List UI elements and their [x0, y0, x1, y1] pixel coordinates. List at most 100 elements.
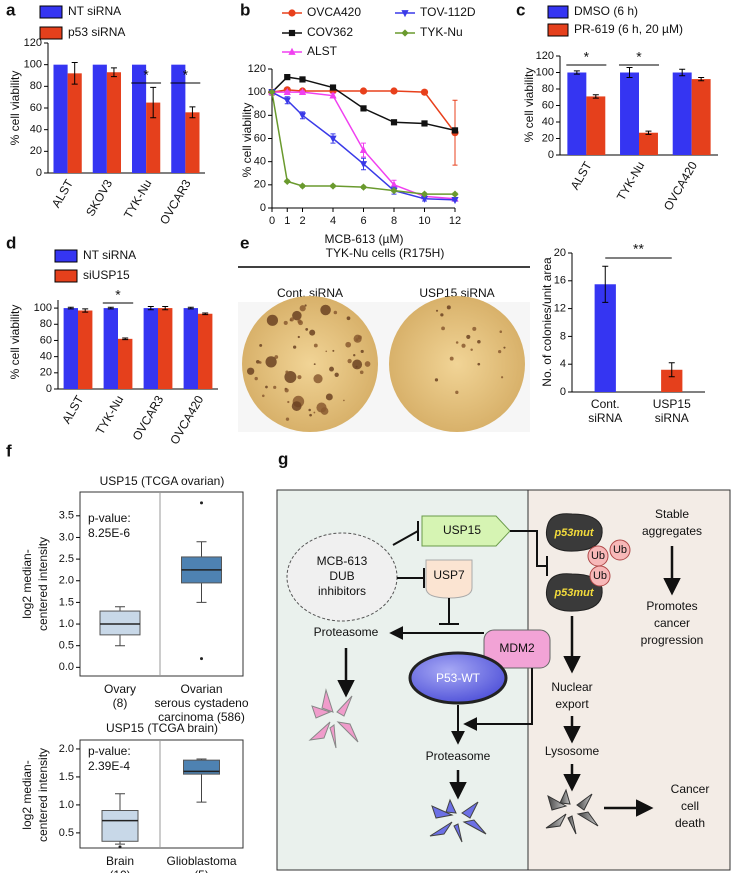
- colony: [297, 319, 302, 324]
- y-tick-label: 0.0: [59, 661, 74, 673]
- y-tick-label: 40: [542, 116, 554, 128]
- usp7-text: USP7: [433, 568, 465, 582]
- blue-fragments: [429, 798, 487, 843]
- legend-label: DMSO (6 h): [574, 4, 638, 18]
- error-bar: [110, 67, 117, 78]
- nuclear-text: export: [555, 697, 589, 711]
- y-tick-label: 3.0: [59, 531, 74, 543]
- colony: [273, 385, 277, 389]
- colony: [499, 330, 503, 333]
- y-tick-label: 100: [536, 66, 554, 78]
- ub-node: [609, 539, 631, 561]
- legend-label: PR-619 (6 h, 20 µM): [574, 22, 683, 36]
- outlier: [200, 501, 203, 505]
- colony: [346, 316, 351, 321]
- significance: **: [633, 241, 644, 257]
- gray-fragments: [545, 788, 599, 835]
- point: [329, 84, 337, 91]
- usp15-node: [421, 515, 511, 547]
- y-tick-label: 8: [560, 330, 566, 342]
- point: [298, 112, 307, 120]
- fragment: [445, 798, 457, 814]
- inhibitor-text: DUB: [329, 569, 354, 583]
- colony: [470, 348, 473, 352]
- colony: [435, 309, 439, 312]
- error-bar: [645, 130, 652, 135]
- x-tick-label: Cont.: [591, 397, 620, 411]
- colony: [246, 367, 255, 375]
- error-bar: [71, 62, 78, 85]
- point: [329, 91, 337, 99]
- point: [283, 97, 291, 105]
- colony: [352, 359, 363, 370]
- y-axis-label: % cell viability: [240, 103, 254, 178]
- fragment: [545, 813, 567, 829]
- p53mut-text: p53mut: [553, 587, 594, 599]
- colony: [254, 376, 258, 381]
- colony: [466, 334, 471, 339]
- point: [329, 135, 337, 143]
- y-tick-label: 2.5: [59, 553, 74, 565]
- y-tick-label: 3.5: [59, 510, 74, 522]
- colony: [320, 304, 331, 316]
- error-bar: [162, 305, 169, 311]
- y-tick-label: 20: [254, 179, 266, 191]
- y-axis-label: log2 median-: [20, 760, 34, 829]
- error-bar: [107, 306, 114, 310]
- colony: [309, 329, 316, 336]
- bar: [639, 132, 658, 155]
- ub-text: Ub: [613, 544, 627, 556]
- y-tick-label: 40: [30, 124, 42, 136]
- legend-label: TYK-Nu: [420, 25, 463, 39]
- ub-node: [589, 565, 611, 587]
- inhibition-edge: [397, 568, 425, 588]
- colony: [285, 370, 289, 374]
- point: [451, 190, 459, 198]
- colony: [284, 371, 297, 383]
- y-tick-label: 20: [542, 132, 554, 144]
- chart-title: USP15 (TCGA ovarian): [100, 474, 225, 488]
- colony: [353, 354, 356, 357]
- y-tick-label: 4: [560, 358, 566, 370]
- point: [421, 120, 428, 127]
- legend-label: NT siRNA: [83, 248, 136, 262]
- y-tick-label: 1.5: [59, 771, 74, 783]
- y-tick-label: 80: [40, 318, 52, 330]
- legend-swatch: [547, 5, 569, 19]
- error-bar: [602, 265, 609, 303]
- colony: [291, 401, 302, 411]
- inhibition-edge: [510, 530, 548, 576]
- legend-label: p53 siRNA: [68, 25, 125, 39]
- point: [298, 87, 307, 96]
- y-tick-label: 100: [24, 59, 42, 71]
- error-bar: [122, 337, 129, 341]
- colony: [313, 411, 316, 414]
- bar: [158, 308, 173, 389]
- x-tick-label: 0: [269, 215, 275, 227]
- bar: [672, 72, 692, 155]
- fragment: [576, 793, 593, 811]
- colony: [305, 328, 309, 331]
- significance: *: [115, 287, 121, 303]
- x-tick-label: OVCAR3: [130, 393, 167, 443]
- bar: [586, 96, 606, 155]
- bar: [183, 308, 198, 389]
- fragment: [559, 788, 571, 805]
- y-axis-label: log2 median-: [20, 549, 34, 618]
- y-tick-label: 2.0: [59, 743, 74, 755]
- fragment: [336, 721, 359, 743]
- point: [390, 119, 398, 126]
- promotes-text: Promotes: [646, 599, 697, 613]
- y-axis-label: % cell viability: [522, 68, 536, 143]
- x-tick-label: 12: [449, 215, 461, 227]
- x-tick-label: 10: [418, 215, 430, 227]
- error-bar: [147, 305, 154, 311]
- x-tick-label: ALST: [49, 177, 76, 211]
- colony: [359, 370, 364, 375]
- y-tick-label: 120: [536, 50, 554, 62]
- colony: [334, 372, 339, 377]
- y-tick-label: 0: [36, 167, 42, 179]
- proteasome-text: Proteasome: [314, 625, 379, 639]
- colony: [503, 346, 506, 349]
- bar: [198, 313, 213, 389]
